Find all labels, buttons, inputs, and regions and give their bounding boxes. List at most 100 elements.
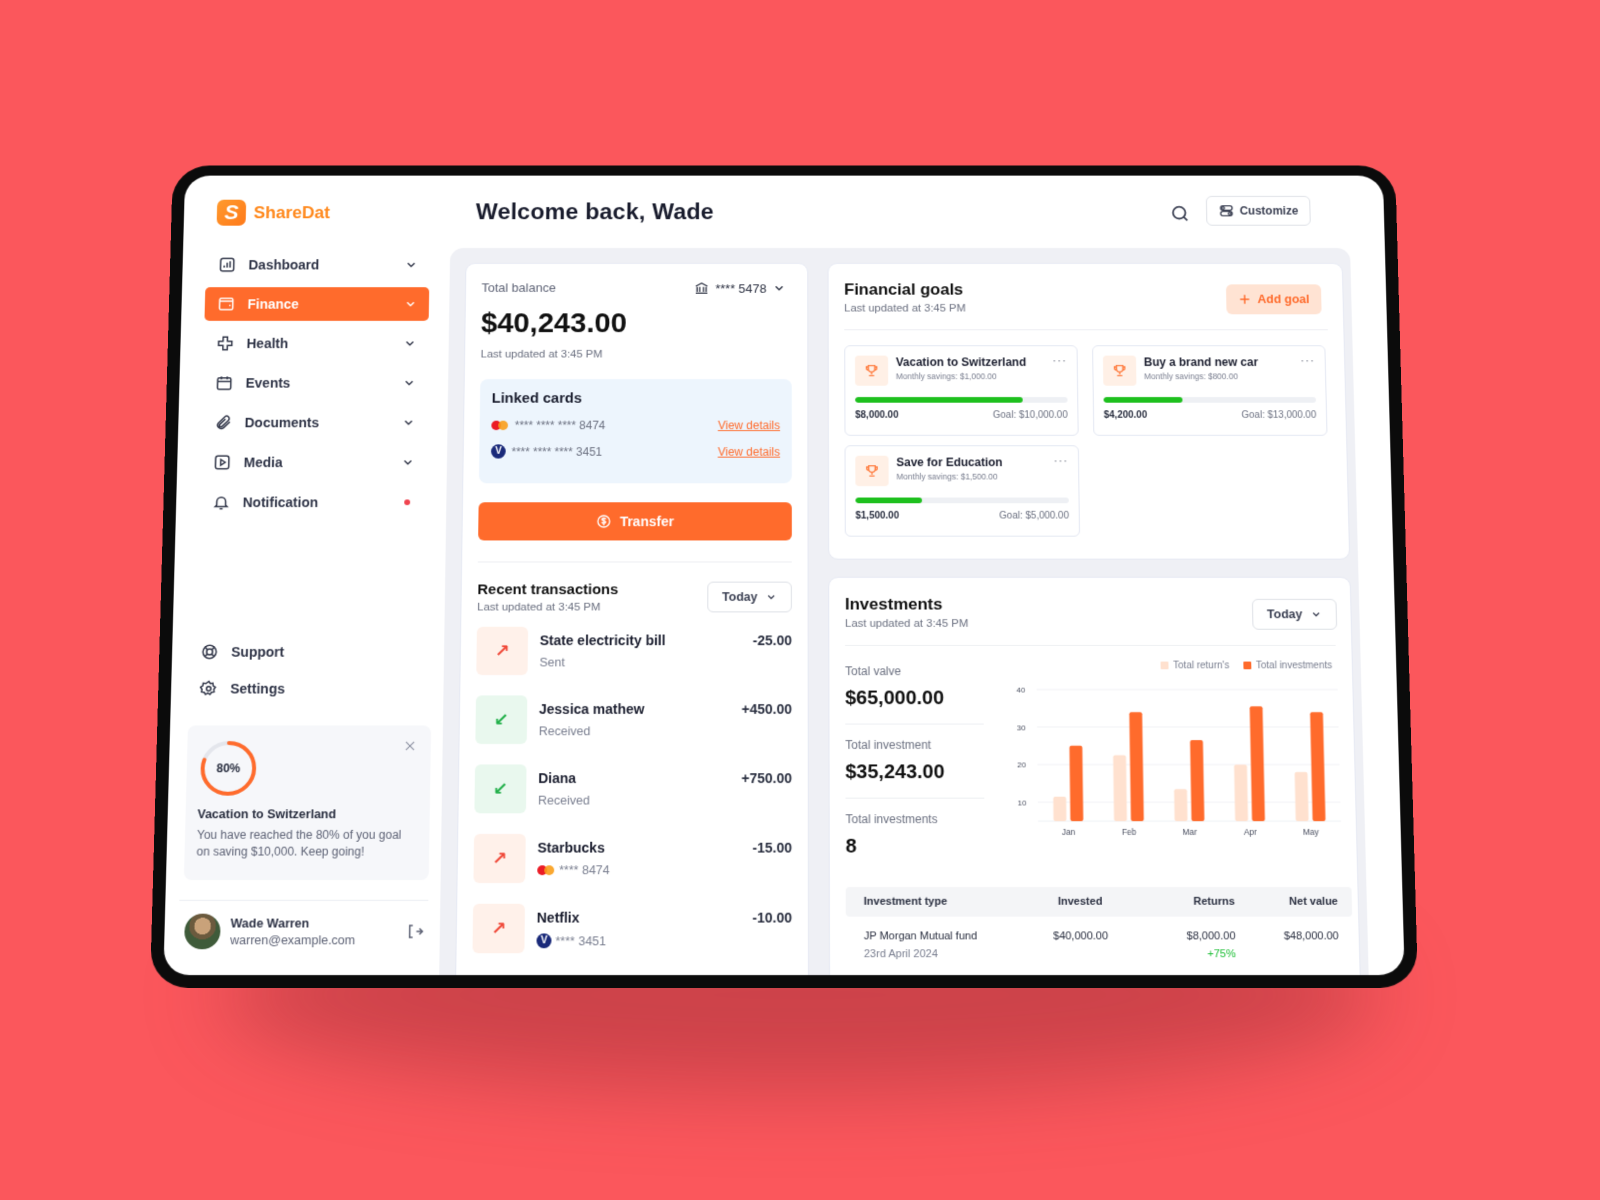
transaction-card: **** 3451	[555, 933, 607, 948]
add-goal-button[interactable]: Add goal	[1225, 284, 1322, 315]
sidebar-item-settings[interactable]: Settings	[194, 673, 423, 704]
transaction-row[interactable]: ↙ Jessica mathew Received +450.00	[475, 695, 792, 764]
arrow-up-right-icon: ↗	[473, 833, 526, 884]
card-number: **** **** **** 3451	[511, 444, 603, 459]
sidebar-item-label: Notification	[242, 494, 319, 510]
more-options-icon[interactable]: ···	[1052, 353, 1068, 367]
chart-plot: 10 20 30 40 Jan Feb Mar Apr May	[1016, 686, 1347, 837]
arrow-up-right-icon: ↗	[476, 626, 529, 676]
promo-title: Vacation to Switzerland	[197, 807, 337, 822]
sidebar: ShareDat Dashboard Finance	[163, 176, 450, 975]
chart-bar	[1129, 712, 1144, 822]
device-frame: ShareDat Dashboard Finance	[150, 165, 1418, 988]
invested-amount: $40,000.00	[1053, 930, 1109, 943]
calendar-icon	[214, 373, 234, 392]
transaction-amount: +750.00	[741, 770, 792, 786]
financial-goals-card: Financial goals Last updated at 3:45 PM …	[827, 262, 1351, 560]
chart-bar	[1113, 755, 1127, 822]
plus-icon	[1238, 293, 1252, 306]
svg-text:Apr: Apr	[1244, 827, 1258, 837]
chart-icon	[217, 255, 237, 274]
svg-text:Feb: Feb	[1122, 827, 1137, 837]
notification-dot	[404, 499, 411, 506]
chart-bar	[1174, 789, 1188, 822]
avatar[interactable]	[184, 913, 221, 950]
chevron-down-icon	[403, 337, 417, 350]
sidebar-item-finance[interactable]: Finance	[204, 287, 430, 321]
chart-bar	[1190, 740, 1205, 822]
account-selector[interactable]: **** 5478	[694, 281, 786, 296]
sidebar-item-documents[interactable]: Documents	[201, 406, 427, 440]
lifebuoy-icon	[199, 642, 219, 661]
chevron-down-icon	[1310, 609, 1322, 621]
column-header: Net value	[1289, 895, 1339, 908]
main-content: Total balance **** 5478 $40,243.00 Last …	[438, 247, 1370, 976]
goal-name: Vacation to Switzerland	[895, 355, 1027, 369]
goal-card[interactable]: Vacation to Switzerland Monthly savings:…	[844, 345, 1079, 436]
close-icon[interactable]	[403, 739, 417, 753]
view-details-link[interactable]: View details	[717, 444, 781, 459]
divider	[477, 561, 792, 563]
bank-icon	[694, 281, 710, 296]
linked-card-row: **** **** **** 8474 View details	[491, 419, 780, 432]
sidebar-item-label: Documents	[244, 414, 320, 431]
sidebar-item-notification[interactable]: Notification	[199, 485, 426, 519]
balance-updated: Last updated at 3:45 PM	[480, 349, 603, 361]
view-details-link[interactable]: View details	[717, 418, 781, 433]
sidebar-item-label: Settings	[230, 680, 286, 697]
goal-progress-fill	[855, 397, 1023, 403]
chart-bar	[1234, 764, 1249, 822]
sidebar-item-health[interactable]: Health	[203, 326, 428, 360]
column-header: Investment type	[863, 895, 948, 908]
mastercard-icon	[491, 421, 509, 430]
transaction-row[interactable]: ↗ Netflix V **** 3451 -10.00	[472, 903, 792, 974]
svg-text:30: 30	[1017, 723, 1027, 732]
transaction-amount: -10.00	[752, 909, 792, 926]
goal-target: Goal: $10,000.00	[992, 410, 1068, 421]
trophy-icon	[854, 355, 889, 386]
linked-cards: Linked cards **** **** **** 8474 View de…	[478, 379, 792, 484]
transactions-period-dropdown[interactable]: Today	[707, 581, 792, 613]
stat-total-investment: Total investment $35,243.00	[845, 738, 985, 799]
progress-ring: 80%	[198, 739, 259, 798]
transaction-row[interactable]: ↗ Starbucks **** 8474 -15.00	[473, 833, 792, 904]
goal-monthly-savings: Monthly savings: $1,000.00	[895, 371, 997, 382]
more-options-icon[interactable]: ···	[1300, 353, 1316, 367]
arrow-down-left-icon: ↙	[474, 764, 527, 814]
stat-label: Total valve	[845, 664, 902, 678]
investments-period-dropdown[interactable]: Today	[1251, 598, 1338, 630]
sidebar-item-label: Support	[231, 644, 285, 660]
transfer-button[interactable]: Transfer	[478, 502, 792, 541]
goal-monthly-savings: Monthly savings: $800.00	[1144, 371, 1239, 382]
logo: ShareDat	[216, 196, 431, 229]
table-row[interactable]: JP Morgan Mutual fund 23rd April 2024 $4…	[846, 917, 1353, 960]
sidebar-item-events[interactable]: Events	[202, 366, 428, 400]
more-options-icon[interactable]: ···	[1053, 453, 1069, 468]
logout-icon[interactable]	[406, 923, 424, 941]
table-header: Investment type Invested Returns Net val…	[845, 887, 1353, 917]
column-header: Returns	[1193, 895, 1235, 908]
transaction-row[interactable]: ↙ Diana Received +750.00	[474, 764, 792, 833]
legend-item: Total return's	[1160, 661, 1229, 671]
chevron-down-icon	[401, 456, 415, 469]
main-nav: Dashboard Finance Health	[199, 248, 430, 519]
divider	[179, 899, 429, 901]
linked-card-row: V **** **** **** 3451 View details	[490, 444, 781, 459]
bell-icon	[211, 493, 231, 512]
goal-progress-bar	[855, 497, 1069, 504]
chevron-down-icon	[402, 416, 416, 429]
balance-card: Total balance **** 5478 $40,243.00 Last …	[454, 262, 810, 976]
play-icon	[212, 453, 232, 472]
search-icon[interactable]	[1169, 203, 1191, 223]
transaction-row[interactable]: ↗ State electricity bill Sent -25.00	[476, 626, 792, 696]
customize-button[interactable]: Customize	[1205, 195, 1311, 226]
transactions-title: Recent transactions	[477, 581, 619, 598]
sidebar-item-support[interactable]: Support	[195, 636, 423, 667]
goal-card[interactable]: Save for Education Monthly savings: $1,5…	[844, 445, 1081, 537]
visa-icon: V	[490, 444, 506, 459]
chart-bar	[1294, 772, 1309, 822]
goal-card[interactable]: Buy a brand new car Monthly savings: $80…	[1092, 345, 1328, 436]
sidebar-item-media[interactable]: Media	[200, 445, 426, 479]
goal-target: Goal: $13,000.00	[1241, 410, 1317, 421]
sidebar-item-dashboard[interactable]: Dashboard	[205, 248, 429, 282]
